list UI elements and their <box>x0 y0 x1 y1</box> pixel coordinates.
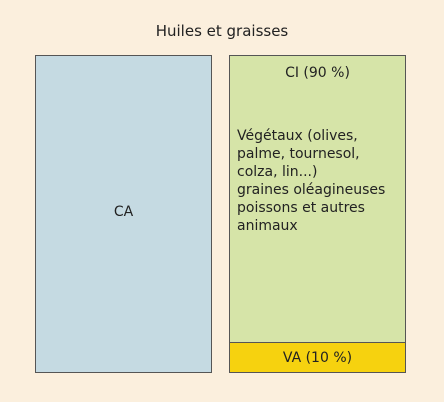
ci-description-line: Végétaux (olives, <box>237 128 358 144</box>
diagram-title: Huiles et graisses <box>155 22 289 40</box>
ci-description-line: poissons et autres <box>237 200 365 216</box>
va-label: VA (10 %) <box>282 350 353 366</box>
ci-description: Végétaux (olives, palme, tournesol, colz… <box>237 127 399 235</box>
ci-description-line: colza, lin...) <box>237 164 318 180</box>
ci-box: CI (90 %) Végétaux (olives, palme, tourn… <box>229 55 406 343</box>
ci-description-line: animaux <box>237 218 298 234</box>
va-box: VA (10 %) <box>229 342 406 373</box>
ca-box: CA <box>35 55 212 373</box>
ci-description-line: palme, tournesol, <box>237 146 360 162</box>
ci-description-line: graines oléagineuses <box>237 182 386 198</box>
ci-label: CI (90 %) <box>285 65 350 81</box>
ca-label: CA <box>113 204 134 220</box>
